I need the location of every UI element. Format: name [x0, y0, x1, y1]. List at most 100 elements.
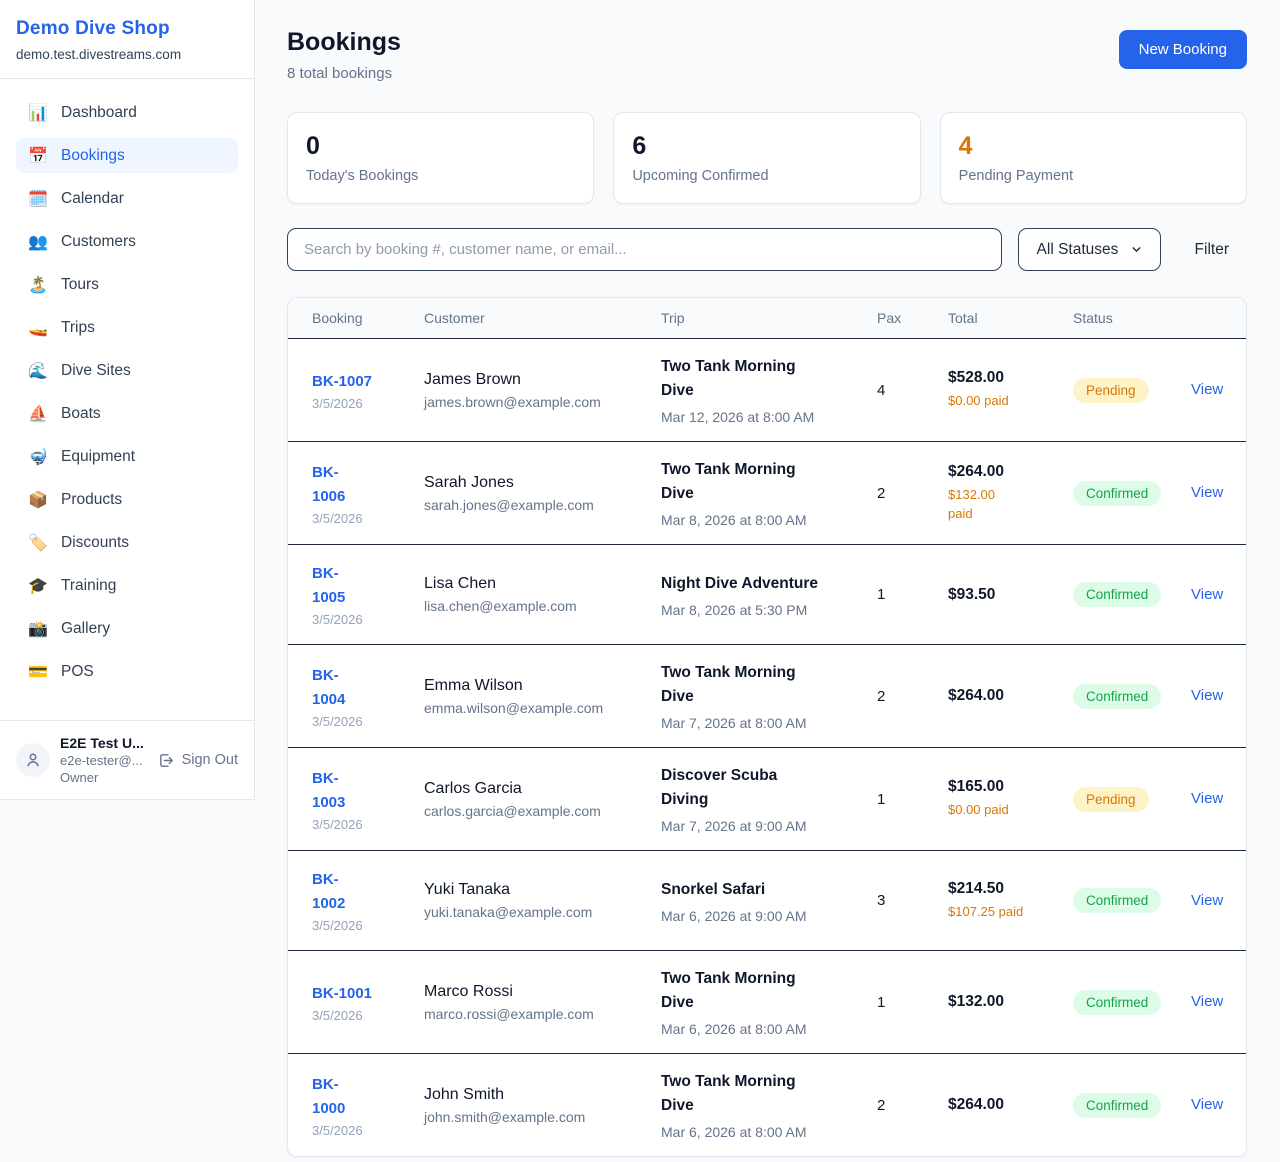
col-pax: Pax — [877, 310, 902, 326]
status-select-value: All Statuses — [1036, 240, 1119, 258]
customer-name: Emma Wilson — [424, 676, 523, 694]
user-email: e2e-tester@... — [60, 753, 143, 768]
sidebar-item-gallery[interactable]: 📸 Gallery — [16, 611, 238, 646]
col-customer: Customer — [424, 310, 485, 326]
status-badge: Confirmed — [1073, 989, 1162, 1015]
trip-datetime: Mar 8, 2026 at 5:30 PM — [661, 601, 808, 618]
customer-email: lisa.chen@example.com — [424, 598, 577, 615]
shop-domain: demo.test.divestreams.com — [16, 47, 182, 62]
status-badge: Pending — [1073, 786, 1149, 812]
customer-email: yuki.tanaka@example.com — [424, 904, 593, 921]
sidebar-item-products[interactable]: 📦 Products — [16, 482, 238, 517]
view-link[interactable]: View — [1191, 891, 1224, 909]
sidebar-item-customers[interactable]: 👥 Customers — [16, 224, 238, 259]
sidebar-item-tours[interactable]: 🏝️ Tours — [16, 267, 238, 302]
calendar-icon: 📅 — [28, 146, 48, 165]
col-total: Total — [948, 310, 978, 326]
booking-id-link[interactable]: BK- 1004 — [312, 666, 346, 708]
customer-name: James Brown — [424, 370, 521, 388]
sidebar-item-trips[interactable]: 🚤 Trips — [16, 310, 238, 345]
table-row: BK-1001 3/5/2026 Marco Rossi marco.rossi… — [288, 951, 1246, 1055]
island-icon: 🏝️ — [28, 275, 48, 294]
stat-label: Today's Bookings — [306, 168, 419, 184]
sidebar-item-pos[interactable]: 💳 POS — [16, 654, 238, 689]
total-amount: $93.50 — [948, 585, 996, 603]
booking-date: 3/5/2026 — [312, 918, 363, 934]
sidebar-item-label: Discounts — [61, 533, 130, 551]
tag-icon: 🏷️ — [28, 533, 48, 552]
bookings-table: Booking Customer Trip Pax Total Status B… — [287, 297, 1247, 1158]
customer-name: Yuki Tanaka — [424, 881, 510, 899]
view-link[interactable]: View — [1191, 585, 1224, 603]
col-status: Status — [1073, 310, 1113, 326]
customer-name: Carlos Garcia — [424, 779, 522, 797]
total-amount: $165.00 — [948, 778, 1005, 796]
sidebar-item-label: Dive Sites — [61, 361, 131, 379]
chevron-down-icon — [1132, 247, 1141, 252]
sidebar-item-bookings[interactable]: 📅 Bookings — [16, 138, 238, 173]
customer-name: John Smith — [424, 1085, 505, 1103]
booking-id-link[interactable]: BK- 1006 — [312, 463, 346, 505]
spiral-calendar-icon: 🗓️ — [28, 189, 48, 208]
booking-id-link[interactable]: BK- 1000 — [312, 1075, 346, 1117]
person-icon — [27, 753, 39, 767]
bookings-count: 8 total bookings — [287, 65, 393, 82]
booking-id-link[interactable]: BK- 1003 — [312, 769, 346, 811]
booking-date: 3/5/2026 — [312, 612, 363, 628]
sidebar: Demo Dive Shop demo.test.divestreams.com… — [0, 0, 255, 800]
new-booking-button[interactable]: New Booking — [1118, 30, 1247, 69]
sidebar-item-dive-sites[interactable]: 🌊 Dive Sites — [16, 353, 238, 388]
booking-date: 3/5/2026 — [312, 713, 363, 729]
booking-id-link[interactable]: BK- 1005 — [312, 565, 346, 607]
sidebar-item-calendar[interactable]: 🗓️ Calendar — [16, 181, 238, 216]
view-link[interactable]: View — [1191, 687, 1224, 705]
paid-amount: $0.00 paid — [948, 393, 1009, 409]
sidebar-item-boats[interactable]: ⛵ Boats — [16, 396, 238, 431]
status-select[interactable]: All Statuses — [1017, 228, 1161, 271]
trip-datetime: Mar 6, 2026 at 8:00 AM — [661, 1021, 807, 1038]
trip-name: Snorkel Safari — [661, 880, 766, 898]
customer-email: carlos.garcia@example.com — [424, 802, 601, 819]
stats-row: 0 Today's Bookings 6 Upcoming Confirmed … — [287, 112, 1247, 204]
customer-name: Sarah Jones — [424, 473, 514, 491]
customer-email: marco.rossi@example.com — [424, 1005, 594, 1022]
bar-chart-icon: 📊 — [28, 103, 48, 122]
sidebar-item-dashboard[interactable]: 📊 Dashboard — [16, 95, 238, 130]
sign-out-label: Sign Out — [181, 752, 238, 768]
sidebar-item-label: Equipment — [61, 447, 136, 465]
pax-count: 1 — [877, 993, 886, 1011]
booking-date: 3/5/2026 — [312, 510, 363, 526]
customer-name: Lisa Chen — [424, 575, 497, 593]
sidebar-item-training[interactable]: 🎓 Training — [16, 568, 238, 603]
trip-name: Two Tank Morning Dive — [661, 1073, 796, 1115]
sidebar-item-label: Trips — [61, 318, 95, 336]
pax-count: 1 — [877, 790, 886, 808]
sidebar-item-equipment[interactable]: 🤿 Equipment — [16, 439, 238, 474]
trip-datetime: Mar 7, 2026 at 9:00 AM — [661, 818, 807, 835]
filter-button[interactable]: Filter — [1194, 240, 1229, 258]
status-badge: Confirmed — [1073, 683, 1162, 709]
graduation-cap-icon: 🎓 — [28, 576, 48, 595]
trip-name: Discover Scuba Diving — [661, 767, 778, 809]
customer-name: Marco Rossi — [424, 982, 513, 1000]
table-row: BK- 1004 3/5/2026 Emma Wilson emma.wilso… — [288, 645, 1246, 749]
view-link[interactable]: View — [1191, 993, 1224, 1011]
sidebar-nav: 📊 Dashboard 📅 Bookings 🗓️ Calendar 👥 Cus… — [0, 79, 254, 720]
sidebar-header: Demo Dive Shop demo.test.divestreams.com — [0, 0, 254, 79]
col-booking: Booking — [312, 310, 363, 326]
view-link[interactable]: View — [1191, 1096, 1224, 1114]
total-amount: $264.00 — [948, 687, 1005, 705]
sidebar-item-discounts[interactable]: 🏷️ Discounts — [16, 525, 238, 560]
view-link[interactable]: View — [1191, 484, 1224, 502]
booking-id-link[interactable]: BK- 1002 — [312, 871, 346, 913]
view-link[interactable]: View — [1191, 381, 1224, 399]
booking-id-link[interactable]: BK-1007 — [312, 372, 373, 390]
view-link[interactable]: View — [1191, 790, 1224, 808]
sidebar-item-label: Bookings — [61, 146, 125, 164]
sign-out-button[interactable]: Sign Out — [158, 752, 238, 769]
total-amount: $264.00 — [948, 1096, 1005, 1114]
booking-id-link[interactable]: BK-1001 — [312, 984, 373, 1002]
booking-date: 3/5/2026 — [312, 395, 363, 411]
search-input[interactable] — [287, 228, 1002, 271]
total-amount: $214.50 — [948, 879, 1005, 897]
